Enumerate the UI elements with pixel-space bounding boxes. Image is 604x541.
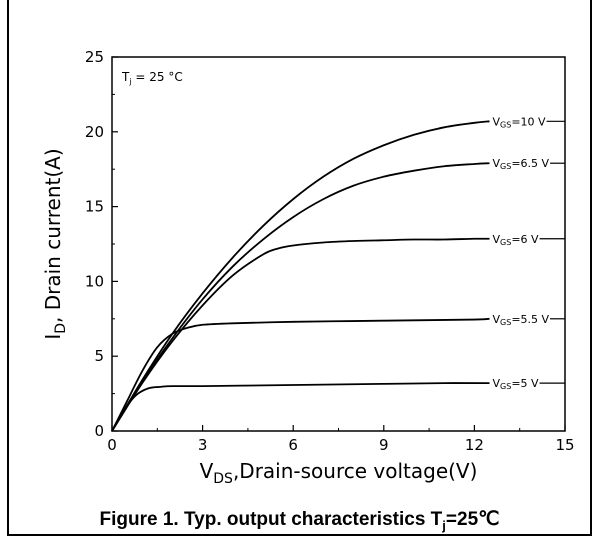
series-label-vgs-6-5-v: VGS=6.5 V bbox=[493, 157, 550, 171]
figure-frame bbox=[7, 0, 592, 536]
x-tick-label: 15 bbox=[555, 436, 574, 454]
x-tick-label: 0 bbox=[107, 436, 117, 454]
figure-caption: Figure 1. Typ. output characteristics Tj… bbox=[99, 509, 500, 533]
y-axis: 0 5 10 15 20 25 bbox=[85, 48, 118, 440]
y-tick-label: 20 bbox=[85, 123, 104, 141]
y-tick-label: 10 bbox=[85, 272, 104, 290]
series-label-vgs-5-5-v: VGS=5.5 V bbox=[493, 313, 550, 327]
junction-temperature-annotation: Tj = 25 °C bbox=[121, 70, 183, 86]
y-tick-label: 15 bbox=[85, 198, 104, 216]
x-tick-label: 6 bbox=[288, 436, 298, 454]
series-label-vgs-5-v: VGS=5 V bbox=[493, 377, 540, 391]
x-axis-title: VDS,Drain-source voltage(V) bbox=[200, 459, 478, 487]
curve-vgs-5-5-v bbox=[111, 317, 490, 432]
x-tick-label: 9 bbox=[379, 436, 389, 454]
curve-vgs-5-v bbox=[111, 382, 490, 432]
y-tick-label: 0 bbox=[94, 422, 104, 440]
x-tick-label: 12 bbox=[465, 436, 484, 454]
y-tick-label: 5 bbox=[94, 347, 104, 365]
curve-vgs-6-5-v bbox=[111, 162, 490, 432]
curve-vgs-10-v bbox=[111, 120, 490, 432]
curves: VGS=10 V VGS=6.5 V VGS=6 V VGS=5.5 V VGS=5 V bbox=[111, 115, 565, 432]
y-tick-label: 25 bbox=[85, 48, 104, 66]
x-axis: 0 3 6 9 12 15 bbox=[107, 425, 575, 454]
curve-vgs-6-v bbox=[111, 237, 490, 432]
series-label-vgs-10-v: VGS=10 V bbox=[493, 115, 547, 129]
series-label-vgs-6-v: VGS=6 V bbox=[493, 233, 540, 247]
y-axis-title: ID, Drain current(A) bbox=[41, 148, 69, 339]
x-tick-label: 3 bbox=[198, 436, 208, 454]
